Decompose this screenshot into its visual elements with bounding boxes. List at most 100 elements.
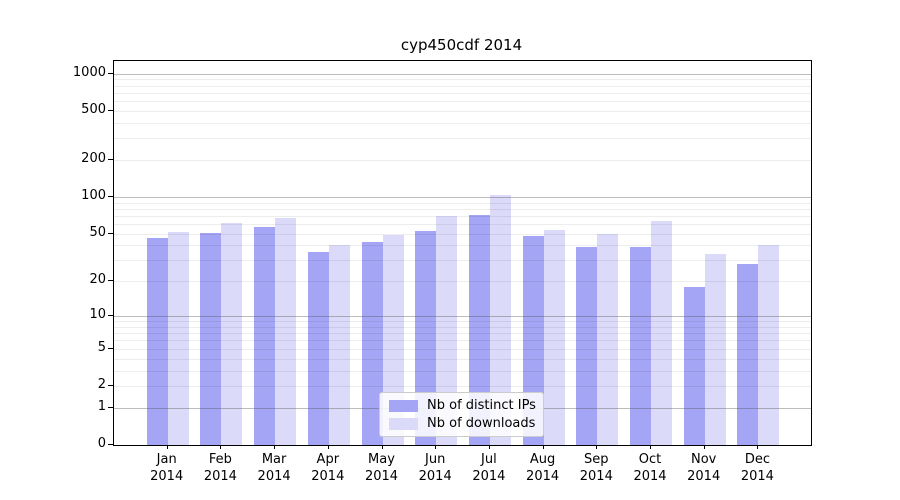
y-tick-label: 10 [89, 307, 106, 323]
gridline-minor [114, 79, 811, 81]
x-tick-label: Apr 2014 [298, 451, 358, 485]
gridline-minor [114, 245, 811, 247]
chart-title: cyp450cdf 2014 [400, 36, 523, 54]
gridline-minor [114, 281, 811, 283]
y-tick-mark [108, 232, 113, 234]
x-tick-month: May [368, 452, 395, 467]
x-tick-year: 2014 [311, 469, 345, 484]
bar-downloads [758, 245, 780, 445]
x-tick-mark [703, 445, 705, 449]
bar-distinct-ips [146, 238, 168, 445]
legend: Nb of distinct IPs Nb of downloads [379, 392, 544, 437]
x-tick-label: Mar 2014 [244, 451, 304, 485]
x-tick-month: Oct [638, 452, 662, 467]
x-tick-month: Jul [481, 452, 497, 467]
x-tick-mark [166, 445, 168, 449]
x-tick-month: Apr [316, 452, 340, 467]
x-tick-label: Sep 2014 [566, 451, 626, 485]
x-tick-mark [274, 445, 276, 449]
bar-distinct-ips [683, 286, 705, 445]
gridline-minor [114, 85, 811, 87]
x-tick-mark [327, 445, 329, 449]
y-tick-label: 50 [89, 224, 106, 240]
gridline-major [114, 197, 811, 199]
gridline-minor [114, 122, 811, 124]
bar-downloads [328, 245, 350, 445]
y-tick-mark [108, 109, 113, 111]
x-tick-year: 2014 [687, 469, 721, 484]
y-tick-label: 5 [97, 339, 106, 355]
y-tick-mark [108, 384, 113, 386]
x-tick-label: Feb 2014 [190, 451, 250, 485]
gridline-minor [114, 340, 811, 342]
x-tick-mark [435, 445, 437, 449]
gridline-minor [114, 326, 811, 328]
x-tick-year: 2014 [150, 469, 184, 484]
bar-distinct-ips [307, 252, 329, 445]
bar-distinct-ips [630, 246, 651, 445]
gridline-minor [114, 101, 811, 103]
x-tick-label: Nov 2014 [674, 451, 734, 485]
y-tick-label: 2 [97, 376, 106, 392]
gridline-minor [114, 224, 811, 226]
x-tick-year: 2014 [257, 469, 291, 484]
x-tick-label: Jan 2014 [137, 451, 197, 485]
gridline-minor [114, 208, 811, 210]
x-tick-label: Oct 2014 [620, 451, 680, 485]
grid-layer [114, 61, 811, 445]
y-tick-mark [108, 406, 113, 408]
y-tick-label: 500 [81, 101, 106, 117]
y-tick-mark [108, 72, 113, 74]
y-tick-label: 20 [89, 272, 106, 288]
y-tick-mark [108, 315, 113, 317]
bar-downloads [221, 223, 243, 445]
x-tick-month: Mar [261, 452, 287, 467]
x-tick-year: 2014 [740, 469, 774, 484]
x-tick-month: Dec [744, 452, 770, 467]
x-tick-mark [757, 445, 759, 449]
bar-downloads [597, 233, 619, 445]
gridline-major [114, 316, 811, 318]
y-tick-mark [108, 444, 113, 445]
x-tick-month: Nov [691, 452, 717, 467]
bar-downloads [543, 229, 565, 445]
gridline-minor [114, 321, 811, 323]
gridline-minor [114, 215, 811, 217]
gridline-major [114, 73, 811, 75]
gridline-minor [114, 333, 811, 335]
legend-label-downloads: Nb of downloads [427, 416, 536, 431]
bar-distinct-ips [254, 226, 276, 445]
y-tick-mark [108, 196, 113, 198]
x-tick-label: Aug 2014 [513, 451, 573, 485]
legend-swatch-downloads [389, 417, 418, 430]
x-tick-year: 2014 [203, 469, 237, 484]
y-tick-mark [108, 280, 113, 282]
x-tick-year: 2014 [418, 469, 452, 484]
x-tick-mark [381, 445, 383, 449]
x-tick-label: Dec 2014 [727, 451, 787, 485]
x-tick-month: Feb [208, 452, 232, 467]
bar-distinct-ips [200, 232, 222, 445]
gridline-minor [114, 160, 811, 162]
gridline-minor [114, 348, 811, 350]
y-tick-label: 1 [97, 398, 106, 414]
bar-downloads [275, 217, 297, 445]
x-tick-month: Aug [529, 452, 556, 467]
x-tick-mark [488, 445, 490, 449]
gridline-minor [114, 358, 811, 360]
gridline-minor [114, 233, 811, 235]
x-tick-mark [220, 445, 222, 449]
gridline-minor [114, 370, 811, 372]
x-tick-label: May 2014 [352, 451, 412, 485]
bar-downloads [651, 220, 672, 445]
x-tick-label: Jul 2014 [459, 451, 519, 485]
y-tick-label: 100 [81, 188, 106, 204]
x-tick-month: Sep [584, 452, 609, 467]
legend-item-downloads: Nb of downloads [389, 416, 536, 431]
x-tick-month: Jan [156, 452, 177, 467]
bar-downloads [704, 253, 726, 445]
gridline-minor [114, 385, 811, 387]
bars-layer [114, 61, 811, 445]
bar-distinct-ips [576, 246, 598, 445]
